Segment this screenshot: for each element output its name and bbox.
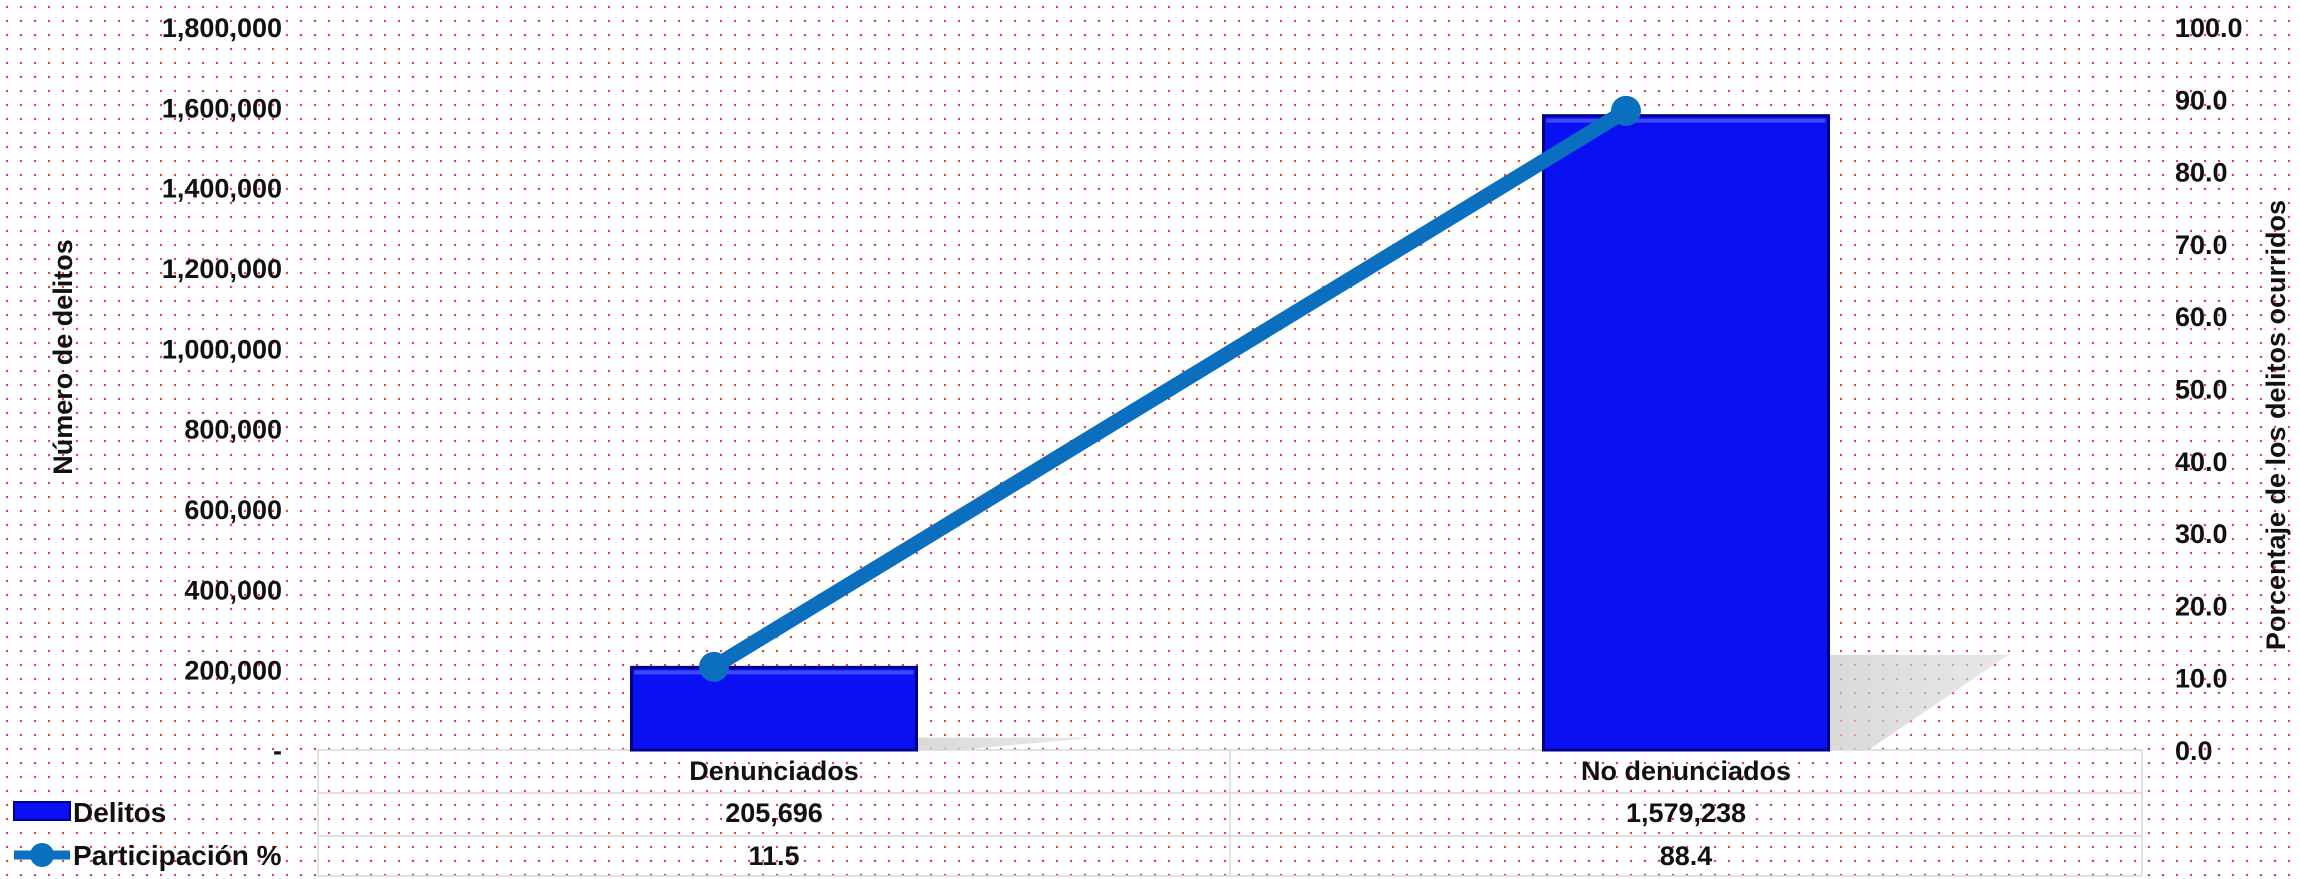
table-grid (317, 749, 2143, 877)
left-axis-ticks: - 200,000 400,000 600,000 800,000 1,000,000 1,… (162, 13, 282, 766)
data-label: 88.4 (1660, 841, 1713, 871)
y-tick-label: - (273, 736, 282, 766)
category-label: Denunciados (689, 756, 859, 786)
category-label: No denunciados (1581, 756, 1791, 786)
y-tick-label: 800,000 (184, 415, 282, 445)
y2-tick-label: 90.0 (2175, 85, 2228, 115)
legend-key-bar (13, 801, 71, 821)
y2-tick-label: 10.0 (2175, 664, 2228, 694)
y-tick-label: 1,800,000 (162, 13, 282, 43)
y2-tick-label: 0.0 (2175, 736, 2213, 766)
right-axis-ticks: 0.0 10.0 20.0 30.0 40.0 50.0 60.0 70.0 80.0 90.0 1… (2175, 13, 2243, 766)
series-line (706, 103, 1634, 675)
y-axis-label: Número de delitos (48, 239, 78, 475)
data-table: Denunciados No denunciados Delitos 205,696 1… (13, 756, 1791, 871)
bars (630, 114, 1830, 752)
y2-tick-label: 50.0 (2175, 375, 2228, 405)
legend-key-marker (30, 843, 54, 867)
y2-tick-label: 40.0 (2175, 447, 2228, 477)
line-series (699, 95, 1641, 682)
y-tick-label: 200,000 (184, 656, 282, 686)
y2-tick-label: 100.0 (2175, 13, 2243, 43)
y2-tick-label: 20.0 (2175, 591, 2228, 621)
bar-highlight (634, 670, 914, 675)
y-tick-label: 1,400,000 (162, 174, 282, 204)
line-point (699, 651, 729, 682)
data-label: 205,696 (725, 798, 823, 828)
y-tick-label: 1,600,000 (162, 93, 282, 123)
y-tick-label: 400,000 (184, 575, 282, 605)
legend-label: Participación % (73, 840, 282, 871)
y-tick-label: 600,000 (184, 495, 282, 525)
bar-highlight (1546, 118, 1826, 123)
line-point (1611, 95, 1641, 126)
y2-axis-label: Porcentaje de los delitos ocurridos (2261, 200, 2291, 650)
data-label: 1,579,238 (1626, 798, 1746, 828)
data-label: 11.5 (748, 841, 799, 871)
y2-tick-label: 70.0 (2175, 230, 2228, 260)
legend-label: Delitos (73, 797, 166, 828)
bar (1542, 114, 1830, 752)
y2-tick-label: 30.0 (2175, 519, 2228, 549)
y2-tick-label: 60.0 (2175, 302, 2228, 332)
y2-tick-label: 80.0 (2175, 158, 2228, 188)
bar (630, 665, 918, 752)
y-tick-label: 1,200,000 (162, 254, 282, 284)
y-tick-label: 1,000,000 (162, 334, 282, 364)
